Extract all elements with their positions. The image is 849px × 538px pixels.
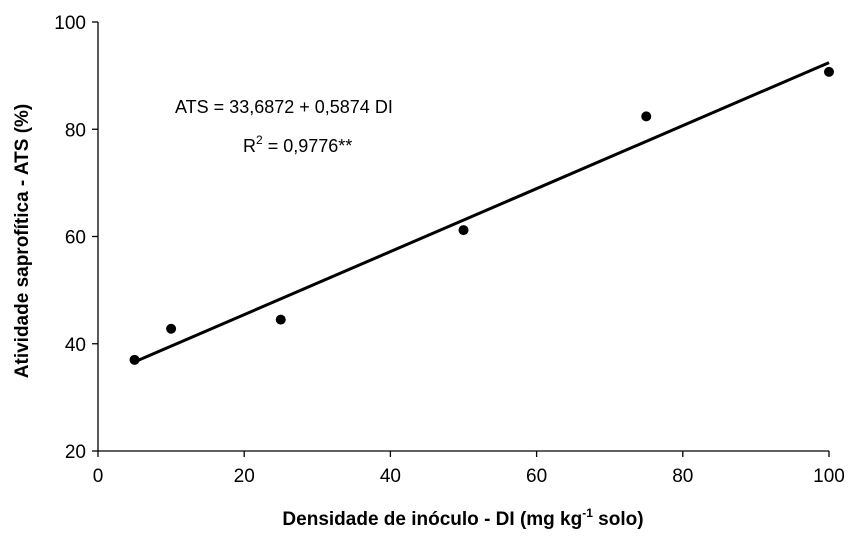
data-point <box>166 323 177 334</box>
trendline <box>133 61 830 364</box>
y-tick-label: 60 <box>65 228 86 249</box>
data-point <box>458 225 469 236</box>
data-point <box>275 314 286 325</box>
data-point <box>641 111 652 122</box>
x-tick-label: 80 <box>672 466 693 487</box>
x-axis-title-main: Densidade de inóculo - DI (mg kg <box>282 509 582 530</box>
x-axis-title-superscript: -1 <box>582 506 593 520</box>
r-squared-label: R2 = 0,9776** <box>243 133 352 156</box>
x-tick-label: 0 <box>93 466 104 487</box>
y-tick-label: 100 <box>54 13 86 34</box>
axes <box>97 22 829 452</box>
x-tick-label: 100 <box>813 466 845 487</box>
data-points <box>129 66 834 365</box>
y-axis-title: Atividade saprofítica - ATS (%) <box>12 104 33 378</box>
x-tick-label: 20 <box>234 466 255 487</box>
y-tick-label: 40 <box>65 335 86 356</box>
y-ticks: 20 40 60 80 100 <box>54 13 98 463</box>
x-ticks: 0 20 40 60 80 100 <box>93 451 845 487</box>
y-tick-label: 80 <box>65 120 86 141</box>
r-squared-symbol: R <box>243 136 256 156</box>
r-squared-superscript: 2 <box>256 133 263 147</box>
x-tick-label: 40 <box>380 466 401 487</box>
y-tick-label: 20 <box>65 442 86 463</box>
equation-label: ATS = 33,6872 + 0,5874 DI <box>175 97 393 117</box>
x-axis-title: Densidade de inóculo - DI (mg kg-1 solo) <box>282 506 643 530</box>
x-tick-label: 60 <box>526 466 547 487</box>
r-squared-value: = 0,9776** <box>263 136 353 156</box>
data-point <box>129 354 140 365</box>
x-axis-title-tail: solo) <box>593 509 644 530</box>
data-point <box>824 66 834 77</box>
